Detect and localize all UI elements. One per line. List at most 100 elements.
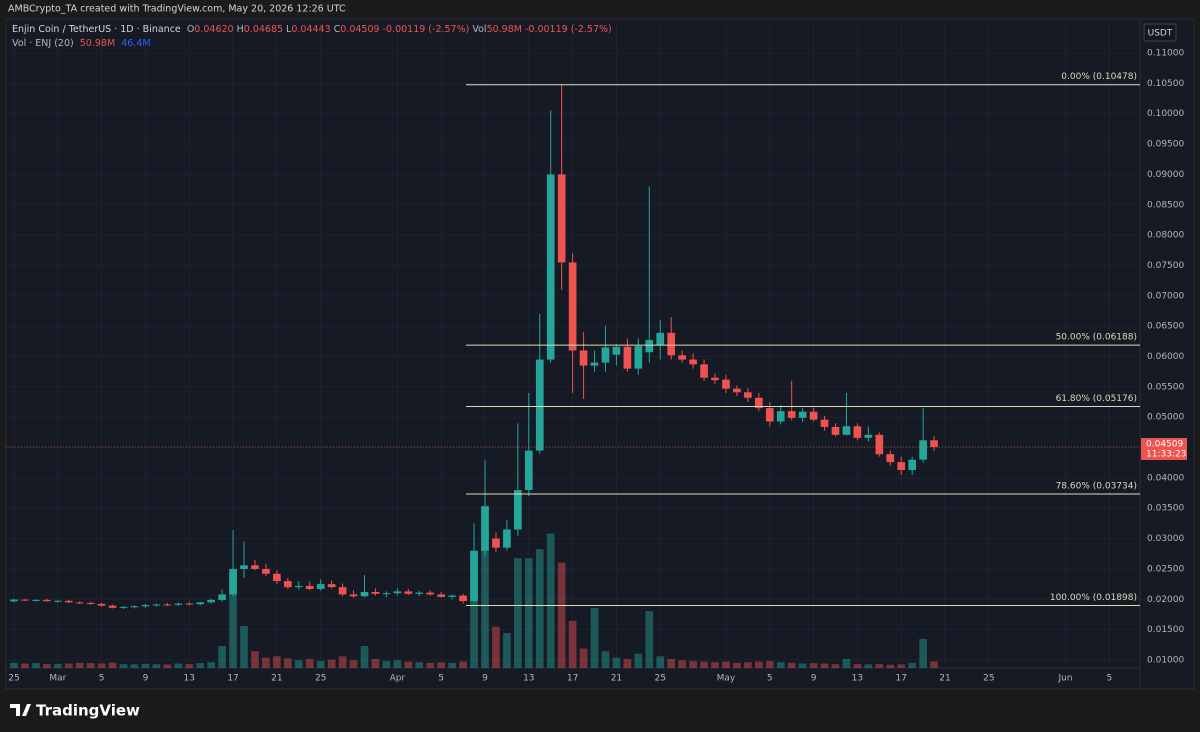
candle-body [579, 350, 588, 366]
candle-body [273, 573, 281, 582]
chart-pane [5, 18, 1195, 690]
volume-bar [108, 662, 117, 668]
volume-bar [327, 659, 336, 668]
volume-bar [820, 663, 829, 668]
candle-body [163, 604, 172, 606]
x-tick-label: 25 [315, 674, 326, 684]
candle-body [404, 591, 413, 594]
source-note: AMBCrypto_TA created with TradingView.co… [8, 4, 346, 15]
volume-bar [481, 505, 489, 668]
legend-key: H [236, 24, 244, 35]
volume-bar [316, 660, 325, 668]
candle-body [360, 592, 369, 597]
x-tick-label: 13 [184, 674, 195, 684]
volume-bar [524, 558, 533, 668]
candle-body [64, 600, 73, 603]
x-tick-label: 5 [438, 674, 444, 684]
volume-bar [919, 638, 927, 668]
volume-bar [294, 660, 303, 668]
volume-bar [590, 607, 599, 668]
candle-body [152, 604, 161, 606]
volume-bar [283, 658, 292, 668]
volume-bar [426, 662, 435, 668]
x-tick-label: 9 [482, 674, 488, 684]
x-tick-label: Apr [390, 674, 406, 684]
candle-body [733, 388, 741, 393]
candle-body [514, 490, 522, 530]
y-tick-label: 0.02500 [1147, 564, 1184, 574]
y-tick-label: 0.10000 [1147, 109, 1184, 119]
volume-bar [448, 662, 456, 668]
volume-bar [382, 660, 391, 668]
volume-bar [86, 663, 95, 668]
candle-body [448, 595, 456, 597]
candle-body [678, 355, 686, 360]
fib-label: 50.00% (0.06188) [1056, 333, 1137, 343]
volume-legend: Vol · ENJ (20) 50.98M 46.4M [12, 38, 154, 49]
volume-ma: 46.4M [121, 38, 151, 49]
legend-value: -0.00119 (-2.57%) [382, 24, 470, 35]
candle-body [557, 174, 566, 263]
volume-bar [831, 664, 840, 668]
countdown: 11:33:23 [1146, 450, 1186, 460]
volume-bar [21, 663, 29, 668]
volume-bar [470, 551, 478, 668]
candle-body [546, 174, 555, 360]
y-tick-label: 0.08000 [1147, 231, 1184, 241]
currency: USDT [1148, 29, 1173, 39]
candle-body [667, 332, 676, 356]
volume-bar [930, 661, 938, 668]
fib-label: 78.60% (0.03734) [1056, 482, 1137, 492]
candle-body [21, 599, 29, 601]
candle-body [349, 594, 358, 597]
volume-bar [32, 663, 40, 668]
candle-body [108, 605, 117, 608]
volume-bar [75, 662, 84, 668]
volume-bar [557, 562, 566, 668]
fib-label: 61.80% (0.05176) [1056, 394, 1137, 404]
candle-body [875, 434, 884, 455]
candle-body [426, 592, 435, 595]
candle-body [503, 529, 511, 548]
volume-bar [546, 533, 555, 668]
candle-body [754, 397, 763, 409]
volume-bar [459, 661, 467, 668]
x-tick-label: 17 [895, 674, 906, 684]
candle-body [174, 603, 183, 605]
candle-body [53, 600, 62, 602]
volume-bar [754, 661, 763, 668]
volume-bar [371, 658, 380, 668]
x-tick-label: 5 [767, 674, 773, 684]
candle-body [886, 454, 895, 463]
candle-body [229, 568, 237, 595]
volume-bar [196, 663, 205, 668]
candle-body [393, 591, 402, 594]
volume-bar [568, 620, 577, 668]
candle-body [371, 592, 380, 594]
volume-bar [305, 658, 314, 668]
volume-bar [656, 656, 665, 668]
candle-body [97, 603, 106, 606]
volume-bar [229, 573, 237, 668]
volume-bar [492, 626, 500, 668]
volume-bar [240, 626, 248, 668]
logo-mark [10, 704, 31, 716]
candle-body [294, 585, 303, 588]
candle-body [262, 568, 270, 574]
volume-bar [393, 660, 402, 668]
volume-bar [273, 656, 281, 668]
legend-key: O [186, 24, 195, 35]
candle-body [141, 605, 150, 607]
candle-body [601, 347, 610, 363]
candle-body [86, 602, 95, 604]
volume-bar [10, 662, 18, 668]
volume-bar [163, 664, 172, 668]
volume-bar [97, 663, 106, 668]
volume-bar [612, 657, 621, 668]
candle-body [809, 411, 818, 420]
candle-body [492, 538, 500, 548]
candle-body [842, 426, 851, 435]
volume-bar [809, 663, 818, 668]
candle-body [459, 595, 467, 602]
